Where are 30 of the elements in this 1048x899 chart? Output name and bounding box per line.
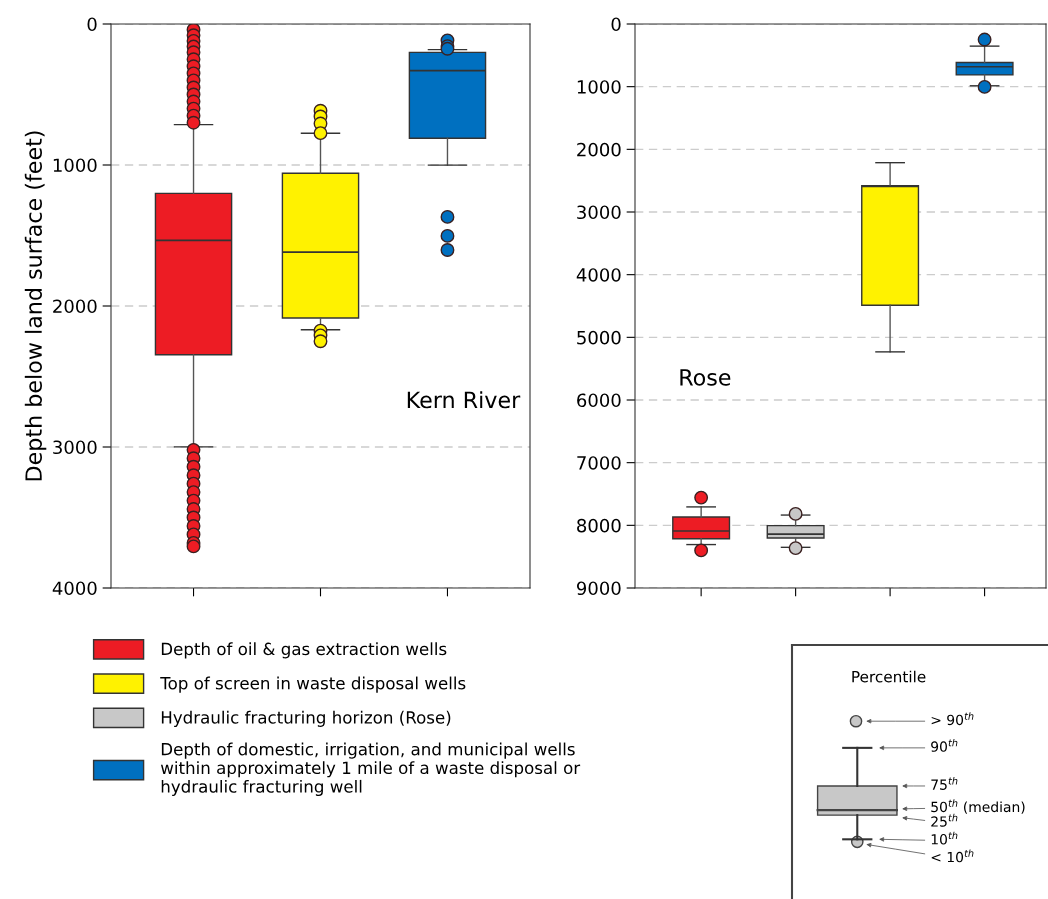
legend-label: Hydraulic fracturing horizon (Rose) bbox=[161, 710, 451, 727]
legend-label: Depth of oil & gas extraction wells bbox=[161, 642, 447, 659]
text: Percentile bbox=[852, 670, 926, 683]
text: < 10$^{th}$ bbox=[931, 849, 974, 863]
y-tick-label: 0 bbox=[611, 17, 621, 32]
legend-label: Top of screen in waste disposal wells bbox=[160, 676, 466, 693]
y-tick-label: 4000 bbox=[576, 268, 621, 282]
y-tick-label: 7000 bbox=[577, 456, 621, 470]
text: 75$^{th}$ bbox=[931, 777, 958, 790]
y-axis-title: Depth below land surface (feet) bbox=[24, 131, 47, 481]
y-tick-label: 4000 bbox=[52, 581, 97, 596]
y-tick-label: 0 bbox=[87, 17, 97, 32]
y-tick-label: 1000 bbox=[577, 80, 621, 94]
annotation: Rose bbox=[680, 369, 731, 386]
y-tick-label: 3000 bbox=[53, 440, 97, 455]
annotation: Kern River bbox=[407, 391, 521, 409]
text: 10$^{th}$ bbox=[931, 831, 958, 845]
text: 90$^{th}$ bbox=[931, 738, 958, 752]
text: 25$^{th}$ bbox=[931, 813, 958, 827]
y-tick-label: 8000 bbox=[577, 518, 621, 533]
text: 50$^{th}$ (median) bbox=[931, 799, 1025, 814]
y-tick-label: 2000 bbox=[53, 299, 97, 314]
y-tick-label: 5000 bbox=[577, 330, 621, 345]
y-tick-label: 2000 bbox=[577, 142, 621, 157]
text: > 90$^{th}$ bbox=[931, 712, 974, 726]
legend-label: Depth of domestic, irrigation, and municipal wells within approximately 1 mile of a waste disposal or hydraulic fracturing well bbox=[160, 742, 581, 797]
y-tick-label: 1000 bbox=[53, 158, 97, 173]
y-tick-label: 9000 bbox=[576, 581, 621, 596]
y-tick-label: 3000 bbox=[577, 205, 621, 220]
y-tick-label: 6000 bbox=[577, 393, 621, 408]
